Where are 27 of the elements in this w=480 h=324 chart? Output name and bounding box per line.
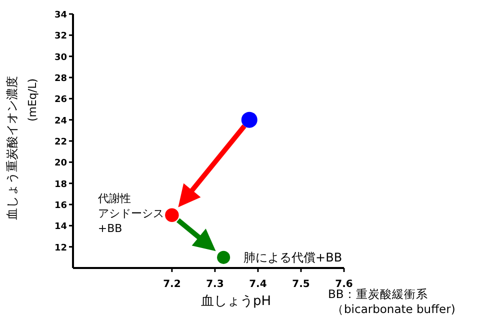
text: （bicarbonate buffer): [332, 302, 456, 316]
y-tick-label: 28: [54, 74, 67, 84]
text: BB：重炭酸緩衝系: [328, 287, 428, 301]
y-tick-label: 20: [54, 158, 67, 169]
annotation: 代謝性: [96, 192, 131, 206]
x-tick-label: 7.5: [292, 279, 310, 290]
y-tick-label: 14: [54, 222, 67, 232]
y-axis-title: 血しょう重炭酸イオン濃度 (mEq/L): [5, 76, 39, 220]
y-tick-label: 34: [54, 10, 67, 20]
x-axis-title: 血しょうpH: [200, 294, 272, 309]
y-tick-label: 26: [54, 95, 67, 106]
y-tick-label: 12: [54, 243, 67, 254]
annotation: 肺による代償+BB: [244, 250, 342, 264]
y-tick-label: 22: [54, 138, 67, 148]
y-tick-label: 32: [54, 32, 67, 42]
y-tick-label: 16: [54, 201, 67, 211]
x-tick-label: 7.2: [163, 279, 181, 290]
y-tick-label: 18: [54, 180, 67, 190]
y-tick-label: 24: [54, 116, 67, 126]
x-tick-label: 7.6: [335, 279, 353, 290]
point: [217, 250, 230, 264]
x-tick-label: 7.4: [249, 279, 267, 290]
x-tick-label: 7.3: [206, 279, 224, 290]
point: [165, 208, 179, 222]
annotation: アシドーシス: [98, 207, 164, 220]
annotation: +BB: [98, 222, 122, 236]
y-tick-label: 30: [54, 52, 67, 63]
